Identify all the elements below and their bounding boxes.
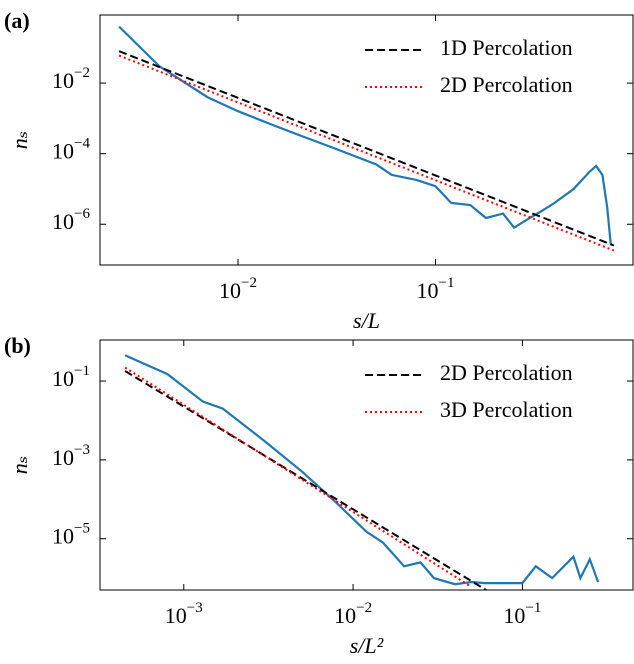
series-line — [124, 370, 487, 590]
x-tick-label: 10−3 — [165, 600, 203, 628]
x-axis-label: s/L² — [350, 633, 384, 658]
plot-frame — [99, 339, 634, 591]
series-line — [118, 25, 613, 246]
x-tick-label: 10−2 — [219, 275, 257, 303]
x-tick-label: 10−2 — [334, 600, 372, 628]
y-tick-label: 10−1 — [52, 363, 90, 391]
x-tick-label: 10−1 — [503, 600, 541, 628]
panel-label: (a) — [4, 8, 30, 33]
legend-label: 1D Percolation — [440, 35, 573, 60]
series-line — [124, 354, 600, 586]
y-tick-label: 10−5 — [52, 521, 90, 549]
x-axis-label: s/L — [353, 308, 380, 333]
plot-frame — [99, 14, 634, 266]
legend-label: 2D Percolation — [440, 72, 573, 97]
legend-label: 2D Percolation — [440, 360, 573, 385]
y-tick-label: 10−3 — [52, 442, 90, 470]
y-axis-label: nₛ — [7, 131, 32, 149]
series-line — [118, 54, 615, 252]
panel-label: (b) — [4, 333, 31, 358]
legend-label: 3D Percolation — [440, 397, 573, 422]
y-axis-label: nₛ — [7, 456, 32, 474]
x-tick-label: 10−1 — [417, 275, 455, 303]
series-line — [124, 366, 472, 588]
y-tick-label: 10−6 — [52, 207, 90, 235]
series-line — [118, 50, 615, 247]
y-tick-label: 10−4 — [52, 136, 90, 164]
y-tick-label: 10−2 — [52, 66, 90, 94]
